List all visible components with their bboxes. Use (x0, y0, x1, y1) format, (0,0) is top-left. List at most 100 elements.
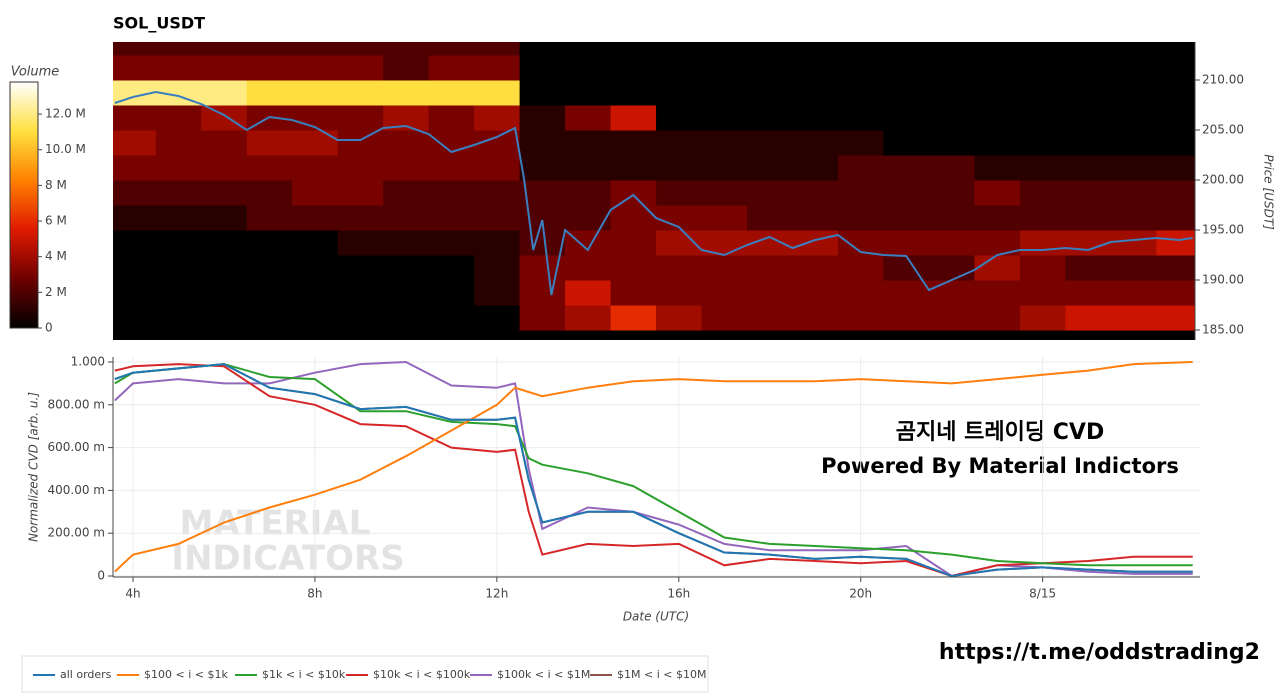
y-axis-label: Normalized CVD [arb. u.] (27, 392, 41, 542)
heatmap-cell (337, 280, 384, 306)
legend-label: $1M < i < $10M (617, 668, 706, 681)
y-tick-label: 0 (97, 569, 105, 583)
heatmap-cell (292, 230, 339, 256)
heatmap-cell (1065, 280, 1112, 306)
price-line (114, 90, 1193, 296)
heatmap-cell (428, 55, 475, 81)
heatmap-cell (1110, 230, 1157, 256)
heatmap-cell (383, 130, 430, 156)
heatmap-cell (1156, 230, 1195, 256)
heatmap-cell (1065, 205, 1112, 231)
heatmap-cell (883, 80, 930, 106)
heatmap-cell (1156, 130, 1195, 156)
heatmap-cell (337, 205, 384, 231)
heatmap-cell (155, 42, 202, 56)
heatmap-cell (565, 205, 612, 231)
heatmap-cell (837, 130, 884, 156)
heatmap-cell (837, 55, 884, 81)
heatmap-cell (883, 205, 930, 231)
heatmap-cell (428, 80, 475, 106)
heatmap-cell (155, 280, 202, 306)
heatmap-cell (246, 180, 293, 206)
heatmap-cell (201, 42, 248, 56)
heatmap-cell (928, 42, 975, 56)
cvd-line (114, 363, 1193, 577)
heatmap-cell (974, 305, 1021, 331)
heatmap-cell (474, 155, 521, 181)
heatmap-cell (201, 80, 248, 106)
y-tick-label: 800.00 m (48, 397, 106, 411)
y-tick-label: 400.00 m (48, 483, 106, 497)
heatmap-cell (292, 130, 339, 156)
heatmap-cell (337, 230, 384, 256)
heatmap-cell (974, 42, 1021, 56)
heatmap-cell (1110, 130, 1157, 156)
heatmap-cell (428, 155, 475, 181)
heatmap-cell (246, 230, 293, 256)
heatmap-cell (747, 130, 793, 156)
heatmap-cell (1156, 280, 1195, 306)
heatmap-cell (837, 280, 884, 306)
heatmap-cell (383, 180, 430, 206)
heatmap-cell (383, 42, 430, 56)
heatmap-cell (113, 55, 157, 81)
heatmap-cell (246, 80, 293, 106)
heatmap-cell (201, 180, 248, 206)
heatmap-cell (701, 130, 748, 156)
heatmap-cell (565, 230, 612, 256)
legend-label: $100 < i < $1k (144, 668, 228, 681)
heatmap-cell (928, 105, 975, 131)
colorbar (9, 81, 39, 329)
heatmap-cell (701, 105, 748, 131)
heatmap-cell (1019, 80, 1066, 106)
heatmap-cell (974, 55, 1021, 81)
heatmap-cell (837, 105, 884, 131)
heatmap-cell (1065, 180, 1112, 206)
heatmap-cell (1110, 80, 1157, 106)
heatmap-cell (610, 305, 657, 331)
heatmap-cell (1110, 105, 1157, 131)
heatmap-cell (1065, 80, 1112, 106)
heatmap-cell (792, 42, 839, 56)
heatmap-cell (113, 255, 157, 281)
heatmap-cell (474, 230, 521, 256)
heatmap-cell (701, 180, 748, 206)
heatmap-cell (155, 130, 202, 156)
heatmap-cell (428, 230, 475, 256)
heatmap-cell (1019, 280, 1066, 306)
y-tick-label: 1.000 (71, 355, 105, 369)
legend-label: $100k < i < $1M (497, 668, 590, 681)
heatmap-cell (565, 55, 612, 81)
heatmap-cell (474, 105, 521, 131)
heatmap-cell (565, 105, 612, 131)
heatmap-cell (974, 255, 1021, 281)
heatmap-cell (792, 305, 839, 331)
heatmap-cell (246, 55, 293, 81)
heatmap-cell (837, 255, 884, 281)
watermark: MATERIAL (180, 504, 371, 544)
heatmap-cell (883, 305, 930, 331)
heatmap-cell (701, 155, 748, 181)
heatmap-cell (701, 255, 748, 281)
heatmap-cell (610, 205, 657, 231)
heatmap-cell (474, 42, 521, 56)
heatmap-cell (1019, 205, 1066, 231)
heatmap-cell (565, 42, 612, 56)
chart-title: SOL_USDT (113, 14, 205, 33)
heatmap-cell (292, 180, 339, 206)
heatmap-cell (1110, 205, 1157, 231)
heatmap-cell (113, 155, 157, 181)
heatmap-cell (337, 80, 384, 106)
heatmap-cell (519, 55, 566, 81)
heatmap-cell (1065, 42, 1112, 56)
heatmap-cell (337, 130, 384, 156)
heatmap-cell (883, 180, 930, 206)
heatmap-cell (883, 105, 930, 131)
heatmap-cell (883, 280, 930, 306)
heatmap-cell (1019, 230, 1066, 256)
heatmap-cell (337, 55, 384, 81)
heatmap-cell (701, 55, 748, 81)
heatmap-cell (747, 105, 793, 131)
heatmap-cell (201, 130, 248, 156)
heatmap-cell (837, 180, 884, 206)
